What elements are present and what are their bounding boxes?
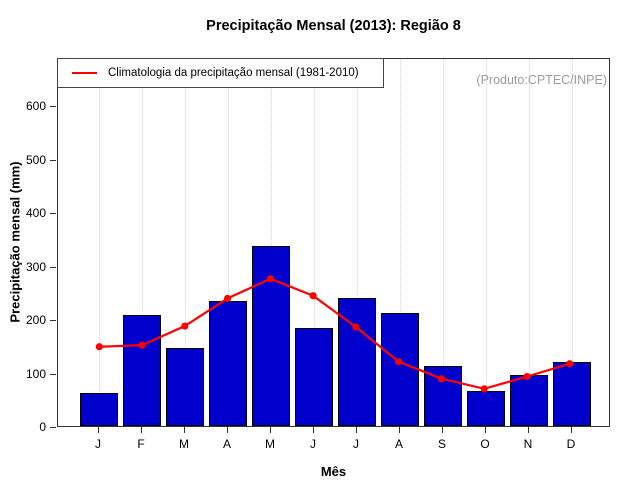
gridline-4 [271,59,272,426]
bar-A-7 [381,313,419,426]
gridline-10 [529,59,530,426]
bar-D-11 [553,362,591,426]
legend-line-sample [72,72,97,74]
y-tick-label-400: 400 [25,206,46,221]
y-tick-500 [50,159,56,161]
y-tick-label-300: 300 [25,259,46,274]
y-tick-600 [50,106,56,108]
gridline-0 [99,59,100,426]
bar-N-10 [510,375,548,426]
x-tick-label-4: M [265,437,275,451]
x-tick-label-2: M [179,437,189,451]
y-tick-label-100: 100 [25,366,46,381]
x-tick-8 [442,427,443,433]
bar-M-2 [166,348,204,426]
x-tick-4 [270,427,271,433]
gridline-11 [572,59,573,426]
product-annotation: (Produto:CPTEC/INPE) [476,73,607,87]
x-tick-10 [528,427,529,433]
x-tick-3 [227,427,228,433]
x-tick-label-1: F [137,437,145,451]
x-tick-6 [356,427,357,433]
bar-O-9 [467,391,505,426]
x-tick-label-0: J [95,437,101,451]
y-tick-label-500: 500 [25,152,46,167]
x-tick-label-6: J [353,437,359,451]
bar-A-3 [209,301,247,426]
x-tick-label-11: D [566,437,576,451]
x-tick-label-8: S [437,437,446,451]
gridline-3 [228,59,229,426]
x-tick-5 [313,427,314,433]
bar-M-4 [252,246,290,426]
x-tick-1 [141,427,142,433]
bar-S-8 [424,366,462,426]
x-axis-title: Mês [320,464,347,479]
gridline-6 [357,59,358,426]
bar-F-1 [123,315,161,426]
y-tick-0 [50,427,56,428]
y-tick-label-0: 0 [39,420,46,434]
gridline-5 [314,59,315,426]
y-tick-400 [50,213,56,215]
gridline-8 [443,59,444,426]
y-tick-label-200: 200 [25,313,46,328]
bar-J-5 [295,328,333,426]
gridline-7 [400,59,401,426]
x-tick-2 [184,427,185,433]
legend-label: Climatologia da precipitação mensal (198… [108,67,359,79]
legend: Climatologia da precipitação mensal (198… [57,58,384,88]
x-tick-label-9: O [480,437,490,451]
x-tick-label-3: A [222,437,231,451]
plot-area: (Produto:CPTEC/INPE) Climatologia da pre… [57,58,610,427]
gridline-9 [486,59,487,426]
gridline-2 [185,59,186,426]
y-tick-label-600: 600 [25,99,46,114]
bar-J-0 [80,393,118,426]
x-tick-0 [98,427,99,433]
bar-J-6 [338,298,376,426]
gridline-1 [142,59,143,426]
x-tick-label-5: J [310,437,316,451]
x-tick-label-7: A [394,437,403,451]
y-axis-title: Precipitação mensal (mm) [7,161,23,323]
y-tick-300 [50,266,56,268]
x-tick-7 [399,427,400,433]
x-tick-label-10: N [523,437,533,451]
y-tick-200 [50,320,56,322]
chart-title: Precipitação Mensal (2013): Região 8 [206,18,461,34]
x-tick-11 [571,427,572,433]
x-tick-9 [485,427,486,433]
y-tick-100 [50,373,56,375]
